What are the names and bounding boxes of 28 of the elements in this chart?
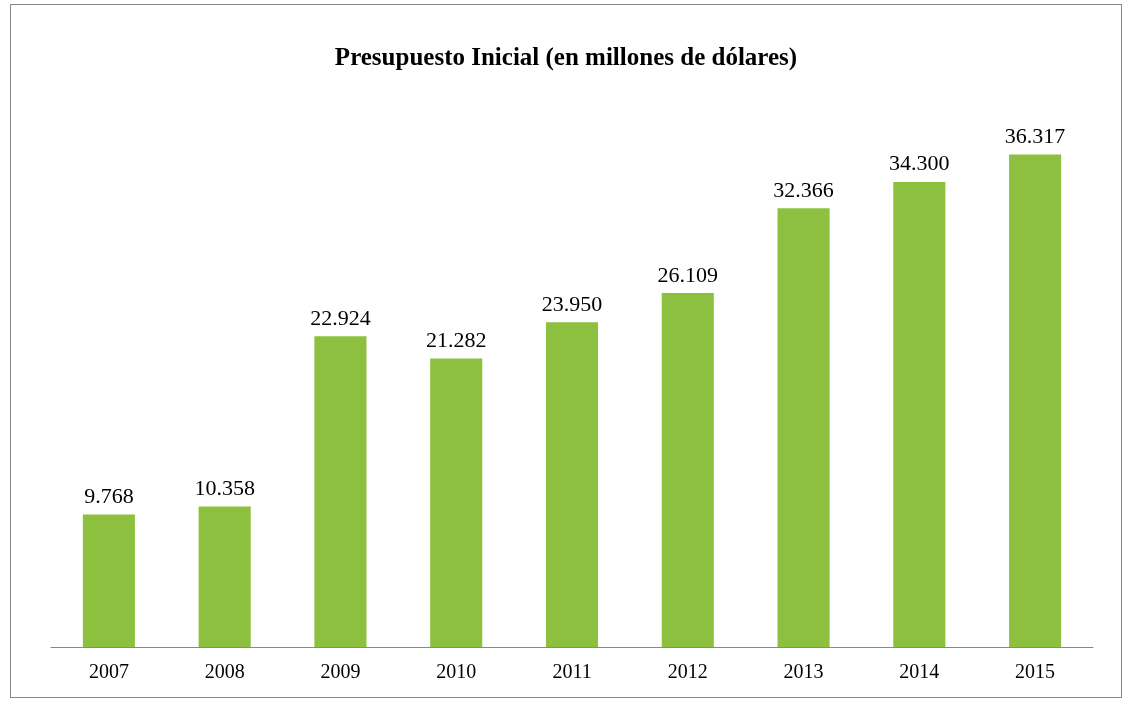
data-label: 10.358 [194,475,255,501]
chart-title: Presupuesto Inicial (en millones de dólares) [334,43,798,71]
bar [777,208,830,647]
data-label: 34.300 [889,150,950,176]
data-label: 32.366 [773,176,834,202]
data-label: 21.282 [425,326,487,352]
data-label: 22.924 [310,304,371,330]
x-tick-label: 2015 [1015,660,1056,682]
data-label: 36.317 [1004,123,1066,149]
bar [1009,154,1062,647]
bar [893,181,946,647]
x-tick-label: 2011 [552,660,592,682]
bar [661,293,714,647]
data-label: 23.950 [541,290,603,316]
x-tick-label: 2007 [88,660,129,682]
bar [82,514,135,647]
data-label: 9.768 [84,483,134,509]
bar [314,336,367,647]
data-label: 26.109 [657,261,719,287]
bar [545,322,599,647]
bar [198,506,251,647]
x-tick-label: 2013 [783,660,824,682]
x-tick-label: 2010 [436,660,477,682]
bar [430,358,483,647]
x-tick-label: 2012 [667,660,708,682]
x-tick-label: 2014 [899,660,940,682]
x-tick-label: 2009 [320,660,361,682]
x-tick-label: 2008 [204,660,245,682]
